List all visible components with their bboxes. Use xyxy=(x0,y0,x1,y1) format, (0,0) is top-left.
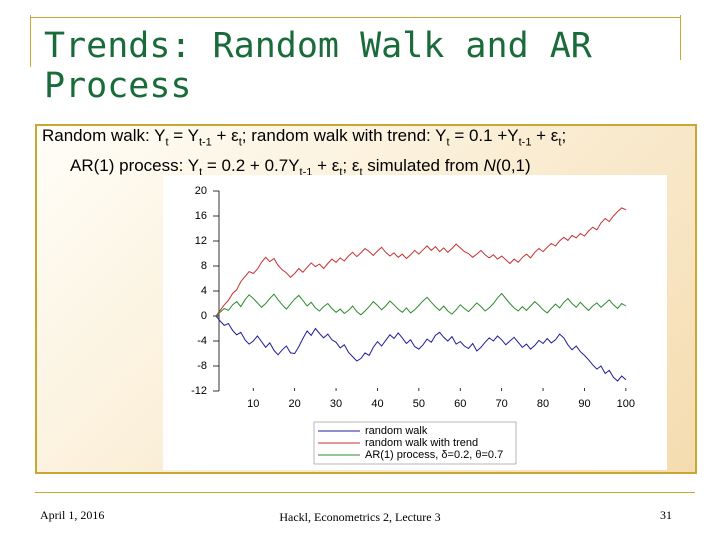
text-line: Random walk: Yt = Yt-1 + εt; random walk… xyxy=(42,124,702,154)
legend-label: random walk xyxy=(365,425,428,437)
slide-title: Trends: Random Walk and AR Process xyxy=(44,26,592,106)
text-run: simulated from xyxy=(362,156,484,176)
y-tick-label: -4 xyxy=(197,335,207,347)
series-line xyxy=(215,315,627,382)
text-run: + ε xyxy=(531,126,559,145)
x-tick-label: 90 xyxy=(578,398,590,410)
text-run: = 0.2 + 0.7Y xyxy=(202,156,300,176)
x-tick-label: 20 xyxy=(289,398,301,410)
text-run: AR(1) process: Y xyxy=(70,156,200,176)
text-run: ; random walk with trend: Y xyxy=(241,126,447,145)
chart-background xyxy=(163,175,667,470)
text-run: t xyxy=(359,166,363,179)
series-line xyxy=(215,207,627,317)
y-tick-label: 16 xyxy=(195,210,207,222)
text-run: ; xyxy=(561,126,567,145)
footer-page: 31 xyxy=(660,508,672,522)
x-tick-label: 40 xyxy=(371,398,383,410)
legend-label: random walk with trend xyxy=(365,437,478,449)
footer-date: April 1, 2016 xyxy=(40,508,105,522)
y-tick-label: 4 xyxy=(201,285,207,297)
y-tick-label: -8 xyxy=(197,360,207,372)
text-run: (0,1) xyxy=(495,156,531,176)
y-tick-label: 8 xyxy=(201,260,207,272)
decor-line xyxy=(680,15,681,60)
text-run: t xyxy=(558,136,562,149)
text-run: t xyxy=(238,136,242,149)
slide-text: Random walk: Yt = Yt-1 + εt; random walk… xyxy=(42,124,702,185)
text-run: ; ε xyxy=(342,156,360,176)
text-run: Random walk: Y xyxy=(42,126,166,145)
decor-line xyxy=(30,15,31,67)
x-tick-label: 30 xyxy=(330,398,342,410)
y-tick-label: 0 xyxy=(201,310,207,322)
series-line xyxy=(215,292,627,317)
legend-label: AR(1) process, δ=0.2, θ=0.7 xyxy=(365,449,503,461)
y-tick-label: 12 xyxy=(195,235,207,247)
text-run: t xyxy=(446,136,450,149)
text-run: = Y xyxy=(168,126,199,145)
y-tick-label: -12 xyxy=(191,385,207,397)
x-tick-label: 100 xyxy=(617,398,635,410)
x-tick-label: 80 xyxy=(537,398,549,410)
text-run: + ε xyxy=(312,156,340,176)
decor-line xyxy=(35,492,695,493)
x-tick-label: 70 xyxy=(496,398,508,410)
text-run: + ε xyxy=(211,126,239,145)
footer-center: Hackl, Econometrics 2, Lecture 3 xyxy=(279,510,441,524)
x-tick-label: 10 xyxy=(247,398,259,410)
text-run: t xyxy=(165,136,169,149)
text-run: t xyxy=(339,166,343,179)
text-run: t-1 xyxy=(518,136,532,149)
text-run: = 0.1 +Y xyxy=(449,126,519,145)
text-run: t-1 xyxy=(198,136,212,149)
x-tick-label: 60 xyxy=(454,398,466,410)
decor-line xyxy=(30,17,680,18)
y-tick-label: 20 xyxy=(195,185,207,197)
text-line: AR(1) process: Yt = 0.2 + 0.7Yt-1 + εt; … xyxy=(42,154,702,184)
text-run: t xyxy=(199,166,203,179)
x-tick-label: 50 xyxy=(413,398,425,410)
text-run: N xyxy=(483,156,496,176)
